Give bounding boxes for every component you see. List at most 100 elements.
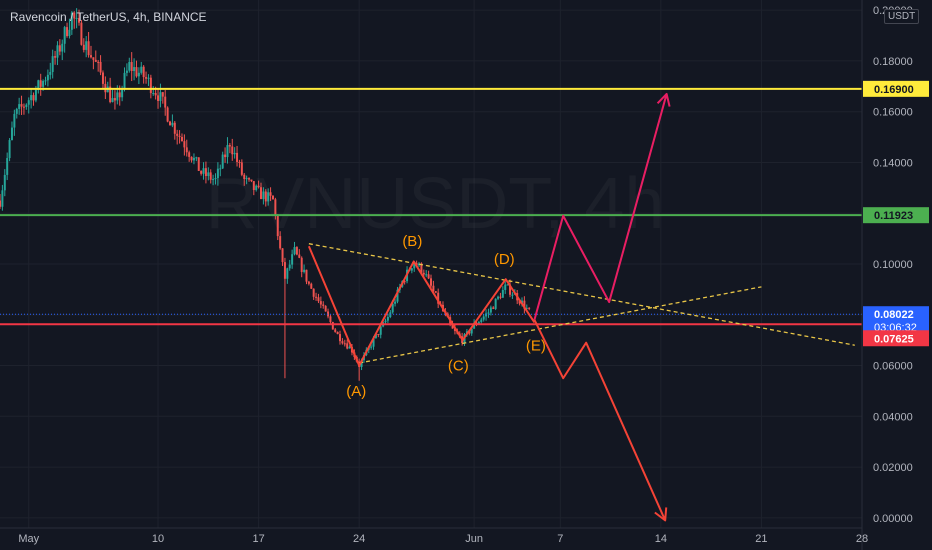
- currency-badge[interactable]: USDT: [884, 9, 920, 24]
- candle-body: [379, 326, 382, 335]
- candle-body: [130, 62, 133, 72]
- candle-body: [78, 17, 81, 23]
- projection-down-path[interactable]: [533, 319, 667, 521]
- time-tick-label: 21: [755, 533, 767, 545]
- candle-body: [501, 289, 504, 298]
- candle-body: [281, 248, 284, 263]
- candle-body: [422, 272, 425, 275]
- symbol-title[interactable]: Ravencoin / TetherUS, 4h, BINANCE: [10, 10, 207, 24]
- candle-body: [56, 45, 59, 58]
- candle-body: [145, 77, 148, 79]
- candle-body: [293, 247, 296, 255]
- candle-body: [13, 113, 16, 128]
- candle-body: [341, 341, 344, 344]
- price-tick-label: 0.06000: [873, 361, 913, 373]
- candle-body: [240, 162, 243, 175]
- candle-body: [97, 61, 100, 63]
- candle-body: [166, 107, 169, 122]
- candle-body: [331, 322, 334, 330]
- candle-body: [485, 313, 488, 317]
- candle-body: [269, 192, 272, 196]
- candle-body: [125, 70, 128, 73]
- candle-body: [171, 122, 174, 126]
- candle-body: [434, 291, 437, 293]
- time-tick-label: 7: [557, 533, 563, 545]
- candle-body: [276, 215, 279, 237]
- candle-body: [140, 66, 143, 73]
- projection-up-path-arrowhead: [656, 92, 671, 107]
- candle-body: [212, 179, 215, 181]
- candle-body: [0, 200, 1, 207]
- candle-body: [511, 294, 514, 296]
- time-tick-label: 14: [655, 533, 667, 545]
- candle-body: [27, 100, 30, 105]
- candle-body: [135, 67, 138, 77]
- wave-pattern[interactable]: (A) (B) (C) (D) (E): [307, 233, 546, 400]
- candle-body: [274, 199, 277, 216]
- level-badge-green: [863, 207, 929, 224]
- trendlines[interactable]: [308, 243, 855, 364]
- candle-body: [113, 98, 116, 101]
- time-tick-label: 10: [152, 533, 164, 545]
- grid: [0, 0, 863, 528]
- candle-body: [39, 80, 42, 87]
- candle-body: [216, 168, 219, 179]
- candle-body: [25, 104, 28, 107]
- time-tick-label: 17: [252, 533, 264, 545]
- candle-body: [396, 289, 399, 302]
- candle-body: [49, 71, 52, 75]
- candle-body: [394, 301, 397, 304]
- candle-body: [487, 312, 490, 314]
- candle-body: [303, 269, 306, 272]
- candle-body: [137, 72, 140, 77]
- horizontal-levels[interactable]: [0, 87, 862, 326]
- candle-body: [44, 80, 47, 82]
- candle-body: [523, 300, 526, 309]
- candle-body: [142, 66, 145, 78]
- candle-body: [430, 278, 432, 286]
- candle-body: [42, 80, 45, 87]
- candle-body: [15, 108, 18, 114]
- candle-body: [437, 292, 440, 304]
- candle-body: [370, 346, 373, 348]
- candle-body: [231, 146, 234, 155]
- level-badge-red-text: 0.07625: [874, 333, 914, 345]
- candle-body: [473, 322, 476, 329]
- candle-body: [161, 92, 164, 97]
- projection-down-path-arrowhead: [654, 507, 668, 522]
- lower-trendline[interactable]: [359, 286, 762, 364]
- candle-body: [250, 179, 253, 182]
- candle-body: [54, 56, 57, 58]
- candle-body: [200, 170, 203, 174]
- candle-body: [111, 98, 114, 103]
- candle-body: [169, 121, 172, 126]
- candle-body: [317, 297, 320, 302]
- candle-body: [372, 337, 375, 347]
- price-tick-label: 0.00000: [873, 513, 913, 525]
- candle-body: [480, 319, 483, 323]
- candle-body: [343, 343, 346, 345]
- candle-body: [204, 168, 207, 177]
- watermark-symbol: RVNUSDT, 4h: [206, 164, 665, 244]
- candle-body: [207, 172, 210, 177]
- candle-body: [298, 254, 301, 258]
- candle-body: [85, 41, 88, 50]
- candle-body: [286, 268, 289, 279]
- candle-body: [305, 269, 308, 282]
- wave-path[interactable]: [307, 245, 536, 367]
- projections[interactable]: [533, 92, 671, 522]
- wave-label: (E): [526, 337, 546, 354]
- candle-body: [360, 360, 363, 368]
- candle-body: [176, 133, 179, 136]
- candle-body: [348, 346, 351, 349]
- upper-trendline[interactable]: [308, 243, 855, 346]
- candle-body: [489, 307, 492, 313]
- level-badge-red: [863, 330, 929, 347]
- projection-up-path[interactable]: [533, 93, 668, 321]
- candle-body: [68, 29, 71, 37]
- candle-body: [329, 316, 332, 323]
- candle-body: [221, 154, 224, 169]
